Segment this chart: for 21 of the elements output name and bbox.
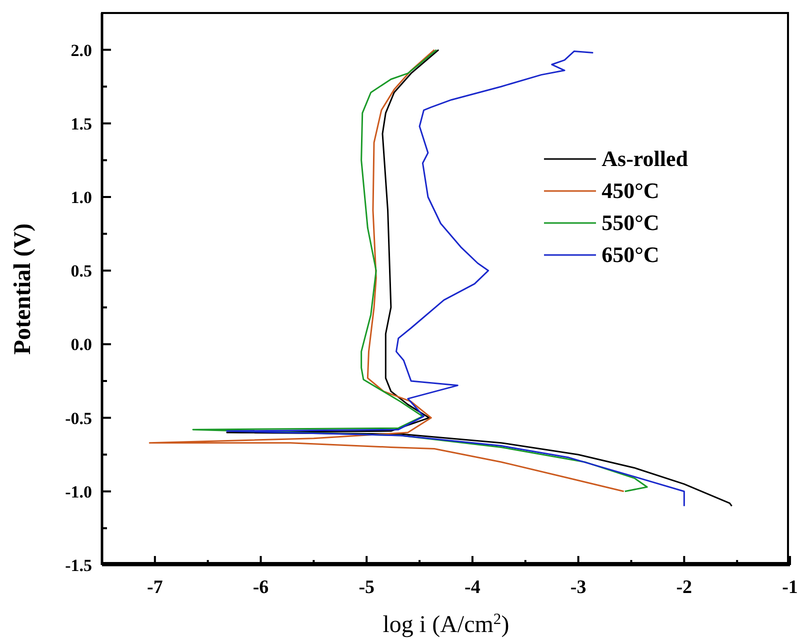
x-tick-label: -2 (676, 577, 692, 598)
legend-label: 650°C (602, 242, 660, 268)
x-tick-label: -4 (464, 577, 481, 598)
y-tick-label: 2.0 (70, 40, 92, 60)
x-tick-label: -6 (252, 577, 269, 598)
x-tick-label: -5 (358, 577, 375, 598)
x-tick-label: -1 (782, 577, 798, 598)
legend-label: 450°C (602, 178, 660, 204)
x-axis-title: log i (A/cm$^{2}$) (382, 610, 510, 638)
y-tick-label: 1.0 (70, 188, 92, 207)
legend-label: As-rolled (602, 146, 688, 172)
y-axis-title: Potential (V) (10, 223, 36, 355)
x-tick-label: -7 (147, 577, 164, 598)
y-tick-label: -0.5 (65, 408, 92, 428)
y-tick-label: -1.0 (65, 482, 92, 502)
y-tick-label: 0.5 (70, 262, 92, 281)
y-tick-label: 1.5 (70, 114, 92, 134)
x-tick-label: -3 (570, 577, 586, 598)
y-tick-label: -1.5 (65, 556, 92, 575)
y-tick-label: 0.0 (70, 335, 92, 354)
legend-label: 550°C (602, 210, 660, 236)
